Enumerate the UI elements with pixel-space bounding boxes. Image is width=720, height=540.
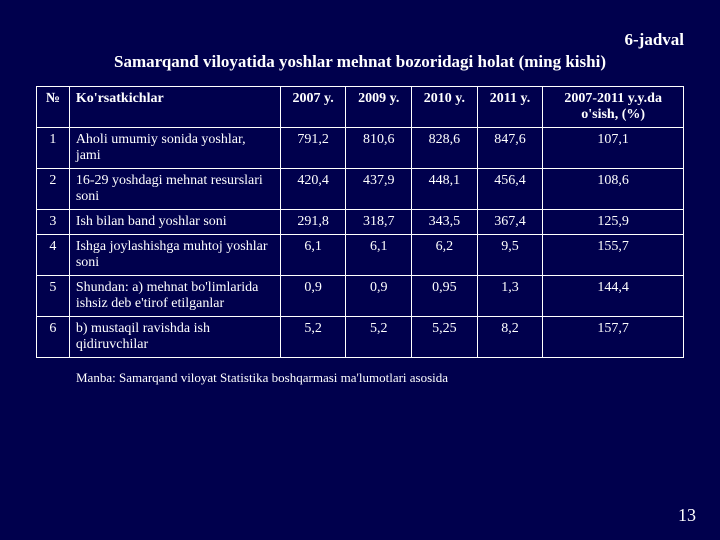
cell-value: 420,4 xyxy=(280,169,346,210)
cell-value: 456,4 xyxy=(477,169,543,210)
cell-value: 343,5 xyxy=(412,210,478,235)
slide-content: 6-jadval Samarqand viloyatida yoshlar me… xyxy=(0,0,720,386)
cell-index: 5 xyxy=(37,276,70,317)
table-header-row: № Ko'rsatkichlar 2007 y. 2009 y. 2010 y.… xyxy=(37,87,684,128)
cell-value: 5,2 xyxy=(280,317,346,358)
cell-value: 291,8 xyxy=(280,210,346,235)
cell-value: 828,6 xyxy=(412,128,478,169)
cell-value: 448,1 xyxy=(412,169,478,210)
cell-growth: 144,4 xyxy=(543,276,684,317)
cell-value: 1,3 xyxy=(477,276,543,317)
page-number: 13 xyxy=(678,505,696,526)
cell-value: 6,1 xyxy=(346,235,412,276)
header-no: № xyxy=(37,87,70,128)
cell-value: 791,2 xyxy=(280,128,346,169)
source-note: Manba: Samarqand viloyat Statistika bosh… xyxy=(76,370,684,386)
table-row: 5 Shundan: a) mehnat bo'limlarida ishsiz… xyxy=(37,276,684,317)
cell-indicator: Shundan: a) mehnat bo'limlarida ishsiz d… xyxy=(69,276,280,317)
cell-value: 0,9 xyxy=(346,276,412,317)
header-2009: 2009 y. xyxy=(346,87,412,128)
cell-value: 0,95 xyxy=(412,276,478,317)
cell-value: 6,1 xyxy=(280,235,346,276)
table-row: 6 b) mustaqil ravishda ish qidiruvchilar… xyxy=(37,317,684,358)
cell-indicator: Ishga joylashishga muhtoj yoshlar soni xyxy=(69,235,280,276)
cell-value: 847,6 xyxy=(477,128,543,169)
cell-value: 318,7 xyxy=(346,210,412,235)
table-row: 1 Aholi umumiy sonida yoshlar, jami 791,… xyxy=(37,128,684,169)
cell-value: 6,2 xyxy=(412,235,478,276)
cell-value: 437,9 xyxy=(346,169,412,210)
cell-value: 9,5 xyxy=(477,235,543,276)
header-2010: 2010 y. xyxy=(412,87,478,128)
cell-value: 810,6 xyxy=(346,128,412,169)
cell-value: 8,2 xyxy=(477,317,543,358)
header-indicator: Ko'rsatkichlar xyxy=(69,87,280,128)
cell-value: 5,25 xyxy=(412,317,478,358)
cell-index: 1 xyxy=(37,128,70,169)
header-2007: 2007 y. xyxy=(280,87,346,128)
table-number-label: 6-jadval xyxy=(36,30,684,50)
cell-growth: 157,7 xyxy=(543,317,684,358)
header-2011: 2011 y. xyxy=(477,87,543,128)
table-body: 1 Aholi umumiy sonida yoshlar, jami 791,… xyxy=(37,128,684,358)
table-row: 3 Ish bilan band yoshlar soni 291,8 318,… xyxy=(37,210,684,235)
cell-index: 2 xyxy=(37,169,70,210)
cell-value: 367,4 xyxy=(477,210,543,235)
table-row: 2 16-29 yoshdagi mehnat resurslari soni … xyxy=(37,169,684,210)
cell-growth: 155,7 xyxy=(543,235,684,276)
data-table: № Ko'rsatkichlar 2007 y. 2009 y. 2010 y.… xyxy=(36,86,684,358)
header-growth: 2007-2011 y.y.da o'sish, (%) xyxy=(543,87,684,128)
cell-indicator: 16-29 yoshdagi mehnat resurslari soni xyxy=(69,169,280,210)
cell-indicator: b) mustaqil ravishda ish qidiruvchilar xyxy=(69,317,280,358)
cell-indicator: Aholi umumiy sonida yoshlar, jami xyxy=(69,128,280,169)
cell-index: 6 xyxy=(37,317,70,358)
cell-indicator: Ish bilan band yoshlar soni xyxy=(69,210,280,235)
cell-value: 0,9 xyxy=(280,276,346,317)
cell-index: 4 xyxy=(37,235,70,276)
table-title: Samarqand viloyatida yoshlar mehnat bozo… xyxy=(36,52,684,72)
cell-growth: 107,1 xyxy=(543,128,684,169)
cell-value: 5,2 xyxy=(346,317,412,358)
table-row: 4 Ishga joylashishga muhtoj yoshlar soni… xyxy=(37,235,684,276)
cell-growth: 108,6 xyxy=(543,169,684,210)
cell-growth: 125,9 xyxy=(543,210,684,235)
cell-index: 3 xyxy=(37,210,70,235)
